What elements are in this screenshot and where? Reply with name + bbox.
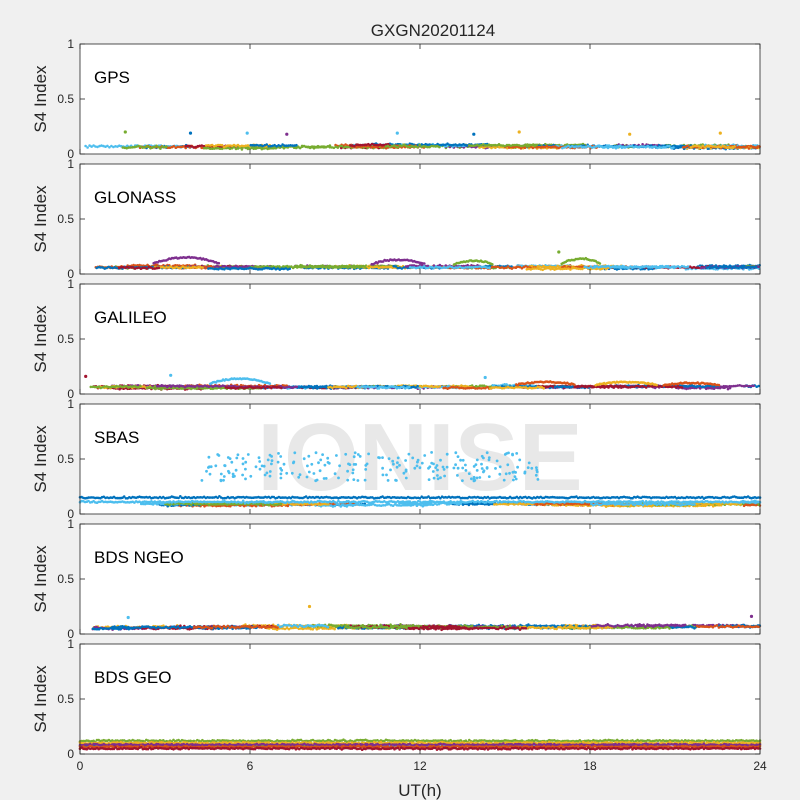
- data-point: [679, 144, 683, 148]
- data-point: [641, 143, 644, 146]
- data-point: [628, 132, 632, 136]
- data-point: [672, 146, 675, 149]
- y-axis-label: S4 Index: [31, 185, 50, 253]
- data-point: [438, 385, 442, 388]
- data-point: [265, 143, 269, 146]
- panel-label: GLONASS: [94, 188, 176, 207]
- y-tick-label: 1: [67, 157, 74, 171]
- data-point: [220, 143, 224, 147]
- data-point: [423, 262, 426, 265]
- data-point: [295, 143, 298, 147]
- data-point: [754, 265, 758, 269]
- y-tick-label: 1: [67, 37, 74, 51]
- data-point: [416, 145, 419, 149]
- data-point: [472, 132, 476, 136]
- data-point: [285, 132, 289, 136]
- data-point: [745, 145, 749, 148]
- data-point: [517, 130, 521, 134]
- data-point: [657, 144, 661, 147]
- data-point: [494, 146, 497, 149]
- data-point: [733, 145, 736, 148]
- data-point: [201, 266, 204, 269]
- data-point: [488, 145, 491, 149]
- data-point: [157, 266, 161, 270]
- data-point: [288, 267, 292, 271]
- figure-title: GXGN20201124: [371, 21, 495, 40]
- series-points: [84, 130, 761, 151]
- data-point: [438, 145, 441, 149]
- data-point: [498, 145, 501, 149]
- data-point: [416, 384, 419, 388]
- data-point: [295, 385, 299, 389]
- data-point: [616, 146, 620, 149]
- axes-background: [80, 284, 760, 394]
- data-point: [328, 144, 332, 147]
- y-tick-label: 0.5: [57, 212, 74, 226]
- y-tick-label: 0.5: [57, 92, 74, 106]
- data-point: [364, 266, 367, 269]
- data-point: [542, 387, 545, 390]
- data-point: [159, 147, 162, 150]
- data-point: [675, 145, 679, 148]
- data-point: [686, 265, 690, 268]
- data-point: [677, 145, 681, 148]
- panel-label: GPS: [94, 68, 130, 87]
- data-point: [123, 130, 127, 134]
- data-point: [139, 384, 142, 388]
- data-point: [165, 145, 168, 148]
- data-point: [491, 263, 494, 266]
- data-point: [535, 143, 538, 147]
- data-point: [344, 386, 348, 390]
- data-point: [188, 131, 193, 135]
- data-point: [668, 144, 671, 148]
- data-point: [396, 146, 400, 149]
- data-point: [490, 146, 493, 150]
- data-point: [351, 264, 355, 268]
- data-point: [310, 145, 314, 148]
- data-point: [699, 146, 703, 149]
- data-point: [718, 131, 722, 135]
- data-point: [86, 146, 89, 149]
- data-point: [217, 261, 221, 265]
- data-point: [752, 384, 755, 388]
- data-point: [353, 266, 357, 270]
- axes-background: [80, 44, 760, 154]
- data-point: [408, 385, 411, 389]
- y-axis-label: S4 Index: [31, 65, 50, 133]
- data-point: [557, 250, 561, 254]
- data-point: [747, 147, 751, 150]
- data-point: [395, 131, 399, 135]
- data-point: [598, 262, 602, 265]
- data-point: [418, 143, 421, 147]
- data-point: [618, 144, 622, 147]
- data-point: [357, 265, 360, 269]
- data-point: [374, 385, 377, 388]
- data-point: [482, 146, 485, 149]
- data-point: [563, 264, 566, 268]
- data-point: [240, 148, 244, 151]
- data-point: [488, 266, 491, 270]
- data-point: [607, 386, 610, 389]
- data-point: [245, 131, 249, 135]
